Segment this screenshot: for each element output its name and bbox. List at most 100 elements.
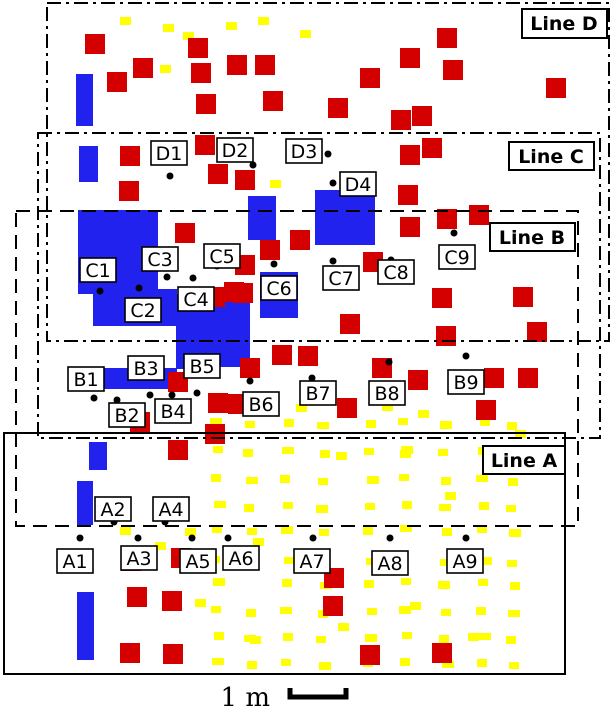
sensor-label-text: A4 bbox=[158, 499, 183, 521]
yellow-marker bbox=[399, 474, 409, 481]
svg-text:Line B: Line B bbox=[499, 227, 565, 249]
yellow-marker bbox=[120, 527, 131, 535]
sensor-point-d2 bbox=[249, 161, 257, 169]
red-obstacle bbox=[527, 322, 547, 342]
line-d-region bbox=[46, 2, 610, 342]
yellow-marker bbox=[367, 476, 379, 484]
red-obstacle bbox=[513, 287, 533, 307]
yellow-marker bbox=[364, 580, 374, 588]
yellow-marker bbox=[507, 560, 517, 567]
yellow-marker bbox=[283, 633, 293, 641]
sensor-label-box bbox=[141, 246, 179, 272]
red-obstacle bbox=[175, 223, 195, 243]
sensor-label-text: D4 bbox=[345, 174, 372, 196]
red-obstacle bbox=[227, 55, 247, 75]
yellow-marker bbox=[316, 636, 326, 643]
sensor-point-b5 bbox=[193, 389, 201, 397]
yellow-marker bbox=[402, 501, 412, 509]
sensor-label-c4: C4 bbox=[177, 286, 215, 312]
yellow-marker bbox=[316, 505, 328, 513]
sensor-label-text: B6 bbox=[248, 394, 273, 416]
yellow-marker bbox=[210, 418, 222, 426]
yellow-marker bbox=[296, 404, 307, 412]
line-a-region bbox=[3, 432, 566, 675]
sensor-label-box bbox=[154, 398, 192, 424]
sensor-point-a1 bbox=[76, 534, 84, 542]
line-c-region bbox=[37, 132, 601, 439]
blue-block bbox=[76, 74, 93, 126]
sensor-label-text: C3 bbox=[147, 249, 172, 271]
sensor-label-box bbox=[242, 391, 280, 417]
red-obstacle bbox=[127, 587, 147, 607]
sensor-point-b2 bbox=[113, 396, 121, 404]
sensor-label-text: D1 bbox=[156, 143, 183, 165]
yellow-marker bbox=[508, 610, 520, 617]
red-obstacle bbox=[120, 643, 140, 663]
yellow-marker bbox=[258, 17, 269, 25]
yellow-markers-layer bbox=[117, 17, 551, 670]
line-b-region bbox=[15, 210, 579, 527]
yellow-marker bbox=[438, 449, 448, 456]
sensor-label-text: B4 bbox=[160, 401, 185, 423]
yellow-marker bbox=[283, 502, 293, 509]
svg-text:Line D: Line D bbox=[530, 13, 597, 35]
yellow-marker bbox=[253, 538, 264, 546]
scale-bar-label: 1 m bbox=[221, 683, 270, 711]
scale-bar: 1 m bbox=[221, 683, 349, 711]
red-obstacle bbox=[85, 34, 105, 54]
sensor-label-box bbox=[183, 353, 221, 379]
yellow-marker bbox=[247, 661, 257, 669]
blue-block bbox=[79, 146, 98, 182]
yellow-marker bbox=[399, 606, 411, 614]
sensor-label-box bbox=[108, 402, 146, 428]
yellow-marker bbox=[280, 475, 290, 483]
yellow-marker bbox=[211, 606, 221, 613]
sensor-label-box bbox=[447, 369, 485, 395]
red-obstacle bbox=[400, 48, 420, 68]
sensor-label-text: B7 bbox=[305, 383, 330, 405]
sensor-label-box bbox=[260, 275, 298, 301]
yellow-marker bbox=[247, 528, 257, 535]
sensor-point-b3 bbox=[146, 391, 154, 399]
sensor-label-text: A8 bbox=[377, 553, 402, 575]
sensor-label-b6: B6 bbox=[242, 391, 280, 417]
yellow-marker bbox=[246, 477, 258, 484]
sensor-label-text: C9 bbox=[444, 247, 469, 269]
sensor-label-a4: A4 bbox=[152, 496, 190, 522]
yellow-marker bbox=[440, 421, 452, 429]
sensor-point-b4 bbox=[168, 391, 176, 399]
sensor-label-text: B1 bbox=[73, 369, 98, 391]
yellow-marker bbox=[163, 24, 174, 32]
sensor-label-text: C1 bbox=[85, 260, 110, 282]
yellow-marker bbox=[364, 448, 374, 455]
red-obstacle bbox=[208, 164, 228, 184]
yellow-marker bbox=[439, 635, 449, 643]
sensor-label-box bbox=[299, 380, 337, 406]
red-obstacle bbox=[408, 370, 428, 390]
yellow-marker bbox=[336, 452, 347, 460]
yellow-marker bbox=[213, 446, 223, 453]
blue-block bbox=[77, 592, 94, 660]
sensor-label-d3: D3 bbox=[285, 138, 323, 164]
sensor-label-box bbox=[56, 548, 94, 574]
sensor-label-box bbox=[94, 496, 132, 522]
red-obstacle bbox=[235, 170, 255, 190]
yellow-marker bbox=[508, 478, 518, 486]
yellow-marker bbox=[507, 422, 517, 430]
yellow-marker bbox=[476, 475, 488, 482]
sensor-label-box bbox=[177, 286, 215, 312]
yellow-marker bbox=[402, 632, 412, 639]
sensor-point-d4 bbox=[329, 179, 337, 187]
red-obstacle bbox=[263, 91, 283, 111]
yellow-marker bbox=[243, 449, 253, 457]
blue-block bbox=[89, 442, 107, 470]
yellow-marker bbox=[300, 30, 311, 38]
sensor-label-c5: C5 bbox=[203, 243, 241, 269]
sensor-point-c4 bbox=[189, 274, 197, 282]
sensor-label-text: C8 bbox=[383, 262, 408, 284]
yellow-marker bbox=[363, 527, 373, 535]
line-b-label: Line B bbox=[489, 222, 576, 252]
red-obstacle bbox=[196, 94, 216, 114]
sensor-point-c6 bbox=[270, 260, 278, 268]
red-obstacle bbox=[208, 393, 228, 413]
